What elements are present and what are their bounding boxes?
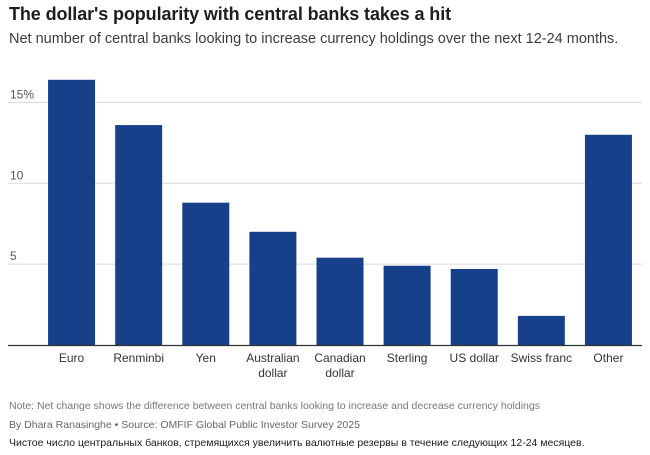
bar-renminbi	[115, 125, 163, 345]
x-tick-label-line: Euro	[59, 351, 85, 365]
x-tick-label-line: Canadian	[314, 351, 365, 365]
x-tick-label-line: Renminbi	[113, 351, 164, 365]
x-tick-label-line: Sterling	[387, 351, 428, 365]
x-tick-label: Other	[593, 351, 623, 365]
x-tick-label-line: Yen	[196, 351, 216, 365]
y-tick-label: 10	[10, 168, 24, 182]
bar-swiss-franc	[517, 315, 565, 345]
x-tick-label-line: Swiss franc	[511, 351, 572, 365]
chart-title: The dollar's popularity with central ban…	[9, 4, 451, 24]
x-tick-label: Swiss franc	[511, 351, 572, 365]
x-tick-label: Canadian dollar	[314, 351, 365, 380]
x-tick-label-line: Australian	[246, 351, 299, 365]
bar-sterling	[383, 265, 431, 345]
bar-euro	[48, 79, 96, 345]
bar-other	[584, 134, 632, 345]
translation-caption: Чистое число центральных банков, стремящ…	[9, 437, 585, 449]
x-tick-label: Yen	[196, 351, 216, 365]
x-tick-label: Euro	[59, 351, 85, 365]
x-tick-label-line: Other	[593, 351, 623, 365]
bar-yen	[182, 202, 230, 345]
chart-subtitle: Net number of central banks looking to i…	[9, 31, 619, 47]
bar-canadian-dollar	[316, 257, 364, 345]
byline-source: By Dhara Ranasinghe • Source: OMFIF Glob…	[9, 419, 360, 431]
x-tick-label: Renminbi	[113, 351, 164, 365]
x-tick-label-line: dollar	[325, 366, 354, 380]
bar-australian-dollar	[249, 231, 297, 345]
x-tick-label-line: dollar	[258, 366, 287, 380]
chart-note: Note: Net change shows the difference be…	[9, 400, 540, 412]
x-tick-label-line: US dollar	[450, 351, 499, 365]
y-tick-label: 5	[10, 249, 17, 263]
y-tick-label: 15%	[10, 87, 34, 101]
x-tick-label: Australian dollar	[246, 351, 299, 380]
bar-us-dollar	[450, 268, 498, 345]
x-tick-label: US dollar	[450, 351, 499, 365]
x-tick-label: Sterling	[387, 351, 428, 365]
